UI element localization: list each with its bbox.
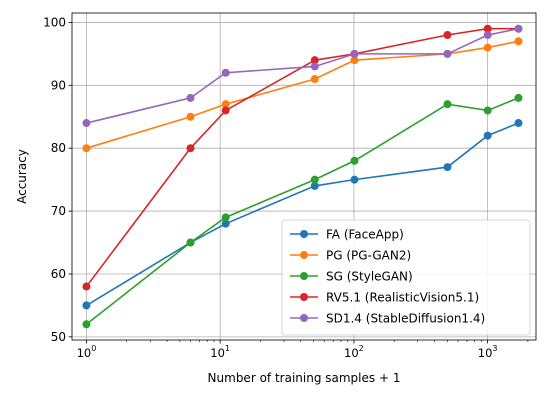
data-point [443,163,452,172]
legend-box [281,219,531,336]
x-tick-label: 102 [344,344,364,360]
data-point [221,219,230,228]
data-point [514,37,523,46]
series-line [86,122,519,307]
legend-item: FA (FaceApp) [290,228,404,242]
legend-label: RV5.1 (RealisticVision5.1) [326,291,479,305]
axis-ticks: 100 101 102 103 50 60 70 80 90 100 [43,15,529,360]
data-point [186,144,195,153]
data-point [514,93,523,102]
legend-item: SG (StyleGAN) [290,270,413,284]
data-point [483,24,492,33]
x-axis-label: Number of training samples + 1 [208,371,401,385]
series-line [86,40,519,149]
data-point [310,56,319,65]
data-point [350,156,359,165]
data-point [186,112,195,121]
data-point [310,75,319,84]
series-line [85,27,519,288]
y-tick-label: 80 [51,141,66,155]
data-point [350,49,359,58]
series-4 [82,24,523,128]
data-point [221,100,230,109]
y-tick-label: 90 [51,78,66,92]
data-point [82,144,91,153]
series-layer [82,24,523,329]
legend-marker [300,293,308,301]
y-tick-label: 100 [43,15,66,29]
data-point [310,181,319,190]
y-tick-label: 50 [51,330,66,344]
series-2 [82,93,523,329]
legend-label: FA (FaceApp) [326,228,404,242]
legend: FA (FaceApp) PG (PG-GAN2) SG (StyleGAN) RV5… [281,219,531,336]
data-point [221,213,230,222]
legend-item: PG (PG-GAN2) [290,249,411,263]
data-point [186,93,195,102]
x-tick-label: 103 [478,344,498,360]
legend-marker [300,272,308,280]
data-point [483,106,492,115]
x-tick-label: 101 [210,344,230,360]
legend-item: RV5.1 (RealisticVision5.1) [290,291,479,305]
data-point [186,238,195,247]
data-point [483,31,492,40]
legend-label: PG (PG-GAN2) [326,249,411,263]
y-axis-label: Accuracy [15,149,29,204]
data-point [483,131,492,140]
data-point [221,68,230,77]
legend-label: SD1.4 (StableDiffusion1.4) [326,312,485,326]
y-tick-label: 70 [51,204,66,218]
data-point [514,119,523,128]
data-point [221,106,230,115]
data-point [310,175,319,184]
data-point [443,100,452,109]
legend-label: SG (StyleGAN) [326,270,413,284]
x-tick-label: 100 [77,344,97,360]
data-point [483,43,492,52]
data-point [82,282,91,291]
legend-item: SD1.4 (StableDiffusion1.4) [290,312,485,326]
data-point [82,119,91,128]
data-point [82,320,91,329]
data-point [514,24,523,33]
series-line [85,97,519,325]
legend-marker [300,230,308,238]
data-point [350,175,359,184]
data-point [443,49,452,58]
plot-frame [71,12,537,341]
legend-marker [300,314,308,322]
legend-marker [300,251,308,259]
series-1 [82,37,523,153]
data-point [443,31,452,40]
y-tick-label: 60 [51,267,66,281]
data-point [350,56,359,65]
series-line [86,27,519,124]
data-point [82,301,91,310]
data-point [310,62,319,71]
